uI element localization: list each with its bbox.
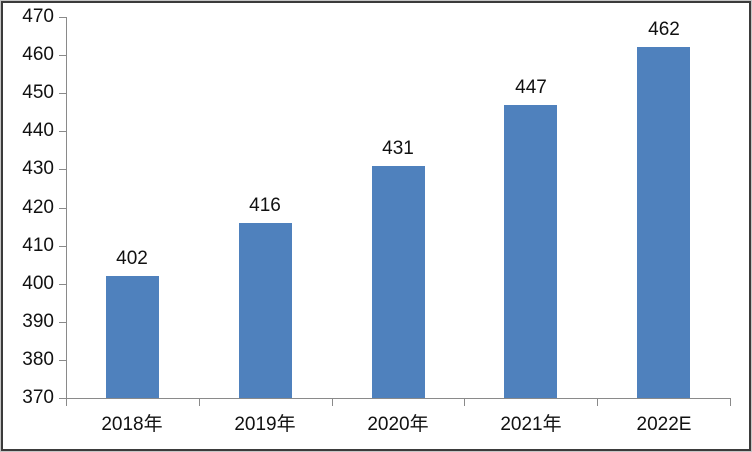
- bar-value-label: 462: [648, 19, 680, 40]
- y-axis-line: [66, 17, 67, 399]
- y-tick-label: 420: [22, 197, 54, 218]
- x-axis-tick: [199, 399, 200, 406]
- y-axis-tick: [59, 398, 66, 399]
- bar: [239, 223, 292, 398]
- bar: [106, 276, 159, 398]
- x-category-label: 2018年: [101, 414, 163, 435]
- y-tick-label: 400: [22, 273, 54, 294]
- y-axis-tick: [59, 169, 66, 170]
- y-axis-tick: [59, 208, 66, 209]
- bar-chart: 370 380 390 400 410 420 430 440 450 460 470 402 2018…: [3, 3, 749, 449]
- bar-value-label: 416: [249, 195, 281, 216]
- y-tick-label: 470: [22, 6, 54, 27]
- x-category-label: 2022E: [636, 414, 692, 435]
- bar-value-label: 402: [116, 248, 148, 269]
- y-tick-label: 430: [22, 158, 54, 179]
- bar-value-label: 431: [382, 138, 414, 159]
- x-category-label: 2021年: [500, 414, 562, 435]
- y-axis-tick: [59, 55, 66, 56]
- x-axis-tick: [597, 399, 598, 406]
- y-tick-label: 410: [22, 235, 54, 256]
- x-axis-tick: [730, 399, 731, 406]
- y-tick-label: 390: [22, 311, 54, 332]
- y-tick-label: 460: [22, 44, 54, 65]
- bar: [637, 47, 690, 398]
- y-tick-label: 380: [22, 349, 54, 370]
- y-tick-label: 450: [22, 82, 54, 103]
- y-axis-tick: [59, 360, 66, 361]
- y-axis-tick: [59, 322, 66, 323]
- x-axis-tick: [464, 399, 465, 406]
- x-axis-tick: [66, 399, 67, 406]
- x-category-label: 2020年: [367, 414, 429, 435]
- y-axis-tick: [59, 17, 66, 18]
- y-axis-tick: [59, 131, 66, 132]
- y-axis-tick: [59, 284, 66, 285]
- x-axis-line: [66, 398, 731, 399]
- x-axis-tick: [332, 399, 333, 406]
- y-tick-label: 440: [22, 120, 54, 141]
- y-axis-tick: [59, 93, 66, 94]
- bar: [372, 166, 425, 398]
- x-category-label: 2019年: [234, 414, 296, 435]
- y-tick-label: 370: [22, 387, 54, 408]
- bar-value-label: 447: [515, 77, 547, 98]
- bar: [504, 105, 557, 398]
- y-axis-tick: [59, 246, 66, 247]
